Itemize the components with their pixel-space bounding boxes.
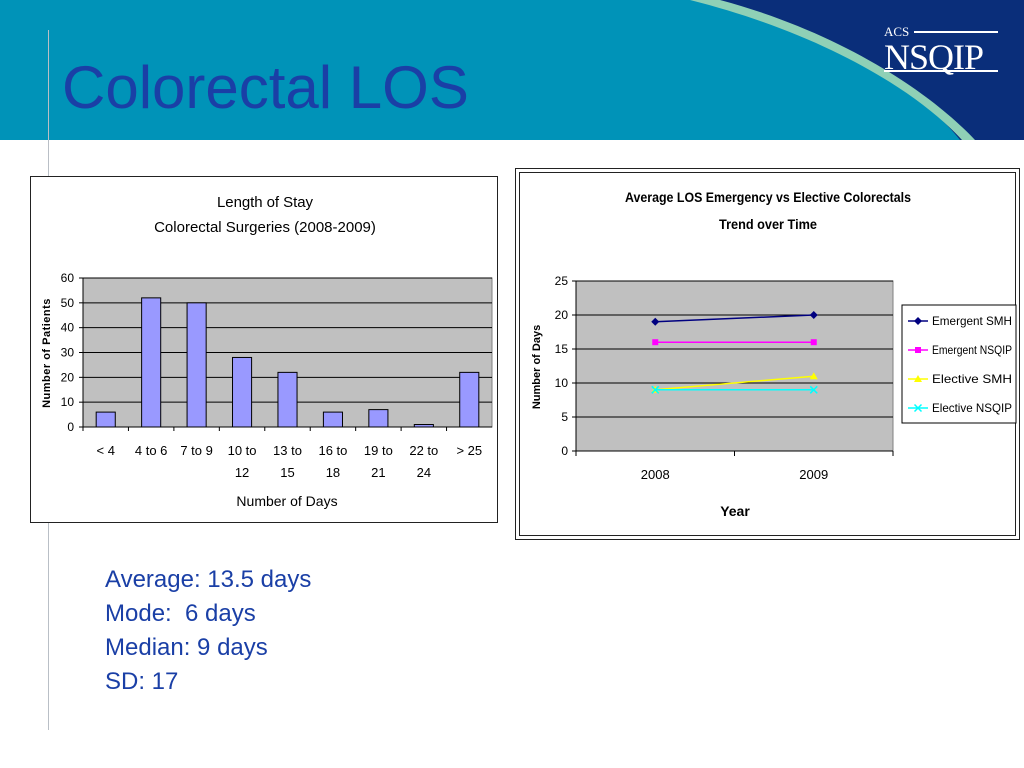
los-histogram-chart: Length of Stay Colorectal Surgeries (2008… xyxy=(41,194,493,509)
series-line xyxy=(655,314,814,323)
bar xyxy=(277,371,298,428)
x-tick-label: 7 to 9 xyxy=(180,443,213,458)
series-point xyxy=(651,317,660,326)
logo-rule-bottom xyxy=(884,70,998,72)
los-histogram-box: Length of Stay Colorectal Surgeries (2008… xyxy=(30,176,498,523)
stats-list: Average: 13.5 days Mode: 6 days Median: … xyxy=(105,563,311,699)
y-axis-title: Number of Patients xyxy=(41,298,53,408)
plot-area xyxy=(575,280,894,452)
chart-title: Length of Stay xyxy=(217,194,314,211)
y-tick-label: 25 xyxy=(555,274,569,288)
stat-average: Average: 13.5 days xyxy=(105,566,312,593)
y-tick-label: 40 xyxy=(61,321,75,335)
y-axis-title: Number of Days xyxy=(531,325,543,409)
series-line xyxy=(655,375,814,391)
series-point xyxy=(809,311,818,319)
y-tick-label: 50 xyxy=(61,296,75,310)
logo-acs-text: ACS xyxy=(884,24,910,39)
series-point xyxy=(809,372,818,380)
stat-mode: Mode: 6 days xyxy=(105,600,256,627)
y-tick-label: 0 xyxy=(67,420,74,434)
legend-label: Emergent NSQIP xyxy=(932,343,1012,357)
legend-label: Elective NSQIP xyxy=(932,401,1012,415)
logo-rule-top xyxy=(914,31,998,33)
legend-marker xyxy=(915,347,921,353)
x-axis-title: Year xyxy=(720,503,750,519)
y-tick-label: 0 xyxy=(561,444,568,458)
bar xyxy=(186,302,207,428)
bar xyxy=(459,371,480,428)
chart-subtitle: Colorectal Surgeries (2008-2009) xyxy=(154,219,376,236)
legend-label: Elective SMH xyxy=(932,372,1012,386)
header-swoosh xyxy=(690,0,1024,140)
legend-marker xyxy=(914,375,922,382)
y-tick-label: 15 xyxy=(555,342,569,356)
x-tick-label: 10 to 12 xyxy=(228,443,257,480)
legend-label: Emergent SMH xyxy=(932,314,1012,328)
x-tick-label: 16 to 18 xyxy=(318,443,347,480)
series-point xyxy=(809,385,818,394)
y-tick-label: 20 xyxy=(555,308,569,322)
x-tick-label: 2009 xyxy=(799,467,828,482)
chart-subtitle: Trend over Time xyxy=(719,216,817,232)
y-tick-label: 20 xyxy=(61,370,75,384)
y-tick-label: 5 xyxy=(561,410,568,424)
y-tick-label: 10 xyxy=(555,376,569,390)
los-trend-box: Average LOS Emergency vs Elective Colore… xyxy=(515,168,1020,540)
chart-title: Average LOS Emergency vs Elective Colore… xyxy=(625,189,911,205)
bar xyxy=(368,409,389,428)
legend-marker xyxy=(914,317,922,325)
x-tick-label: 4 to 6 xyxy=(135,443,168,458)
series-point xyxy=(652,339,659,346)
x-tick-label: < 4 xyxy=(97,443,115,458)
x-axis-title: Number of Days xyxy=(236,493,337,509)
y-tick-label: 30 xyxy=(61,346,75,360)
x-tick-label: > 25 xyxy=(456,443,482,458)
x-tick-label: 2008 xyxy=(641,467,670,482)
stat-sd: SD: 17 xyxy=(105,668,179,695)
bar xyxy=(232,356,253,428)
y-tick-label: 10 xyxy=(61,395,75,409)
x-tick-label: 13 to 15 xyxy=(273,443,302,480)
legend-box xyxy=(901,304,1017,424)
series-point xyxy=(651,385,660,394)
slide-title: Colorectal LOS xyxy=(62,54,469,121)
header-banner: ACS NSQIP xyxy=(0,0,1024,140)
los-trend-chart: Average LOS Emergency vs Elective Colore… xyxy=(531,189,1017,519)
bar xyxy=(95,411,116,428)
x-tick-label: 19 to 21 xyxy=(364,443,393,480)
x-tick-label: 22 to 24 xyxy=(409,443,438,480)
stat-median: Median: 9 days xyxy=(105,634,268,661)
y-tick-label: 60 xyxy=(61,271,75,285)
bar xyxy=(413,424,434,428)
legend-marker xyxy=(913,403,923,413)
bar xyxy=(322,411,343,428)
bar xyxy=(141,297,162,428)
series-point xyxy=(810,339,817,346)
